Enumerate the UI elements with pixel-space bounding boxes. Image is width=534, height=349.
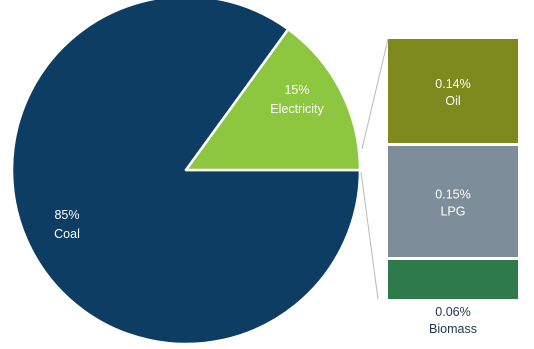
- pie-slice-label-coal: Coal: [54, 227, 80, 241]
- breakdown-label-biomass: Biomass: [429, 322, 477, 336]
- breakdown-segment-lpg: [388, 146, 518, 257]
- pie-slice-value-electricity: 15%: [284, 83, 309, 97]
- breakdown-value-lpg: 0.15%: [435, 188, 470, 202]
- pie-slice-coal: [10, 0, 362, 346]
- breakdown-segment-oil: [388, 39, 518, 143]
- pie-slice-value-coal: 85%: [54, 208, 79, 222]
- breakdown-value-oil: 0.14%: [435, 77, 470, 91]
- connector-line-top: [361, 38, 389, 150]
- breakdown-segment-biomass: [388, 260, 518, 299]
- breakdown-label-lpg: LPG: [440, 205, 465, 219]
- pie-slice-label-electricity: Electricity: [270, 102, 324, 116]
- breakdown-label-oil: Oil: [445, 94, 460, 108]
- pie-slice-electricity: [184, 27, 362, 172]
- connector-line-bottom: [360, 171, 379, 300]
- breakdown-value-biomass: 0.06%: [435, 305, 470, 319]
